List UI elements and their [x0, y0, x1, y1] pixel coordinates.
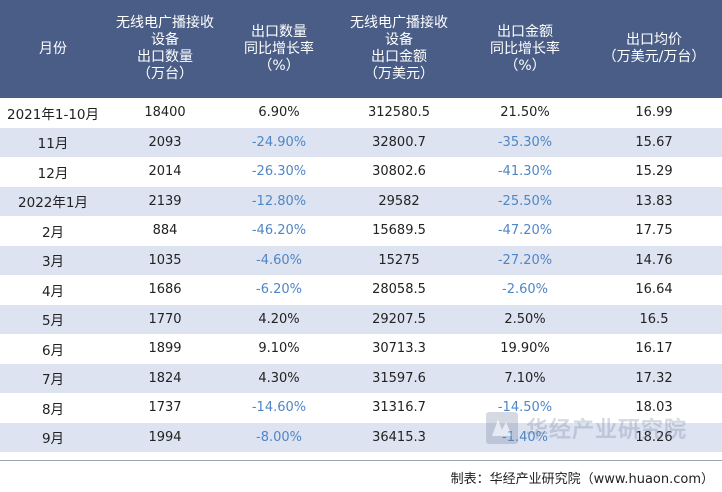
cell-quantity-yoy: -26.30% — [251, 164, 307, 180]
cell-month: 7月 — [41, 372, 65, 389]
cell-amount-yoy: -47.20% — [497, 223, 553, 239]
cell-average-price: 16.99 — [635, 105, 673, 121]
cell-average-price: 14.76 — [635, 252, 673, 268]
cell-amount-yoy: -14.50% — [497, 400, 553, 416]
cell-export-amount: 31316.7 — [372, 400, 426, 416]
table-row: 2022年1月 2139 -12.80% 29582 -25.50% 13.83 — [0, 186, 722, 216]
cell-average-price: 15.29 — [635, 164, 673, 180]
cell-amount-yoy: 2.50% — [504, 311, 546, 327]
cell-export-quantity: 1686 — [148, 282, 182, 298]
table-row: 7月 1824 4.30% 31597.6 7.10% 17.32 — [0, 363, 722, 393]
table-row: 9月 1994 -8.00% 36415.3 -1.40% 18.26 — [0, 422, 722, 452]
cell-average-price: 17.32 — [635, 370, 673, 386]
table-header: 月份 无线电广播接收 设备 出口数量 （万台） 出口数量 同比增长率 （%） 无… — [0, 0, 722, 98]
cell-amount-yoy: -27.20% — [497, 252, 553, 268]
cell-average-price: 18.26 — [635, 429, 673, 445]
header-row: 月份 无线电广播接收 设备 出口数量 （万台） 出口数量 同比增长率 （%） 无… — [0, 0, 722, 98]
export-table-container: 月份 无线电广播接收 设备 出口数量 （万台） 出口数量 同比增长率 （%） 无… — [0, 0, 722, 452]
cell-month: 3月 — [41, 254, 65, 271]
cell-export-quantity: 2093 — [148, 134, 182, 150]
cell-month: 4月 — [41, 283, 65, 300]
cell-export-quantity: 1994 — [148, 429, 182, 445]
cell-amount-yoy: -1.40% — [502, 429, 548, 445]
cell-export-amount: 29207.5 — [372, 311, 426, 327]
cell-quantity-yoy: -12.80% — [251, 193, 307, 209]
cell-export-amount: 28058.5 — [372, 282, 426, 298]
header-export-quantity: 无线电广播接收 设备 出口数量 （万台） — [116, 15, 214, 82]
cell-month: 11月 — [37, 136, 69, 153]
cell-month: 5月 — [41, 313, 65, 330]
cell-quantity-yoy: 9.10% — [258, 341, 300, 357]
cell-export-quantity: 1770 — [148, 311, 182, 327]
table-row: 11月 2093 -24.90% 32800.7 -35.30% 15.67 — [0, 127, 722, 157]
cell-average-price: 16.17 — [635, 341, 673, 357]
cell-month: 6月 — [41, 342, 65, 359]
cell-export-quantity: 1824 — [148, 370, 182, 386]
cell-export-quantity: 1899 — [148, 341, 182, 357]
cell-amount-yoy: 21.50% — [500, 105, 550, 121]
table-row: 2月 884 -46.20% 15689.5 -47.20% 17.75 — [0, 216, 722, 246]
footer-divider — [0, 460, 722, 461]
cell-average-price: 16.5 — [639, 311, 669, 327]
cell-quantity-yoy: -8.00% — [256, 429, 302, 445]
table-row: 3月 1035 -4.60% 15275 -27.20% 14.76 — [0, 245, 722, 275]
header-month: 月份 — [39, 40, 67, 57]
cell-amount-yoy: -2.60% — [502, 282, 548, 298]
cell-export-amount: 312580.5 — [367, 105, 431, 121]
cell-month: 9月 — [41, 431, 65, 448]
header-average-price: 出口均价 （万美元/万台） — [602, 32, 706, 65]
header-amount-yoy: 出口金额 同比增长率 （%） — [490, 23, 560, 74]
cell-average-price: 17.75 — [635, 223, 673, 239]
table-row: 2021年1-10月 18400 6.90% 312580.5 21.50% 16.99 — [0, 98, 722, 128]
cell-average-price: 18.03 — [635, 400, 673, 416]
cell-month: 2月 — [41, 224, 65, 241]
cell-export-quantity: 2014 — [148, 164, 182, 180]
cell-average-price: 15.67 — [635, 134, 673, 150]
export-data-table: 月份 无线电广播接收 设备 出口数量 （万台） 出口数量 同比增长率 （%） 无… — [0, 0, 722, 452]
cell-quantity-yoy: 6.90% — [258, 105, 300, 121]
cell-amount-yoy: 19.90% — [500, 341, 550, 357]
cell-export-quantity: 884 — [152, 223, 178, 239]
cell-quantity-yoy: -4.60% — [256, 252, 302, 268]
cell-month: 12月 — [37, 165, 69, 182]
cell-amount-yoy: -25.50% — [497, 193, 553, 209]
table-row: 12月 2014 -26.30% 30802.6 -41.30% 15.29 — [0, 157, 722, 187]
cell-export-amount: 30802.6 — [372, 164, 426, 180]
cell-export-amount: 15275 — [378, 252, 420, 268]
cell-export-quantity: 1035 — [148, 252, 182, 268]
table-row: 6月 1899 9.10% 30713.3 19.90% 16.17 — [0, 334, 722, 364]
cell-quantity-yoy: 4.20% — [258, 311, 300, 327]
cell-quantity-yoy: -6.20% — [256, 282, 302, 298]
cell-month: 2021年1-10月 — [7, 106, 99, 123]
table-row: 4月 1686 -6.20% 28058.5 -2.60% 16.64 — [0, 275, 722, 305]
cell-export-quantity: 1737 — [148, 400, 182, 416]
table-body: 2021年1-10月 18400 6.90% 312580.5 21.50% 16.99 1… — [0, 98, 722, 452]
cell-amount-yoy: -35.30% — [497, 134, 553, 150]
cell-export-amount: 31597.6 — [372, 370, 426, 386]
cell-export-amount: 29582 — [378, 193, 420, 209]
table-row: 8月 1737 -14.60% 31316.7 -14.50% 18.03 — [0, 393, 722, 423]
cell-average-price: 16.64 — [635, 282, 673, 298]
cell-amount-yoy: -41.30% — [497, 164, 553, 180]
cell-amount-yoy: 7.10% — [504, 370, 546, 386]
cell-quantity-yoy: -14.60% — [251, 400, 307, 416]
table-row: 5月 1770 4.20% 29207.5 2.50% 16.5 — [0, 304, 722, 334]
cell-export-quantity: 2139 — [148, 193, 182, 209]
cell-export-amount: 30713.3 — [372, 341, 426, 357]
cell-quantity-yoy: 4.30% — [258, 370, 300, 386]
header-quantity-yoy: 出口数量 同比增长率 （%） — [244, 23, 314, 74]
cell-month: 8月 — [41, 401, 65, 418]
cell-export-quantity: 18400 — [144, 105, 186, 121]
cell-quantity-yoy: -46.20% — [251, 223, 307, 239]
cell-export-amount: 15689.5 — [372, 223, 426, 239]
cell-month: 2022年1月 — [18, 195, 88, 212]
header-export-amount: 无线电广播接收 设备 出口金额 （万美元） — [350, 15, 448, 82]
cell-quantity-yoy: -24.90% — [251, 134, 307, 150]
cell-export-amount: 36415.3 — [372, 429, 426, 445]
cell-average-price: 13.83 — [635, 193, 673, 209]
cell-export-amount: 32800.7 — [372, 134, 426, 150]
source-note: 制表：华经产业研究院（www.huaon.com） — [450, 472, 714, 487]
